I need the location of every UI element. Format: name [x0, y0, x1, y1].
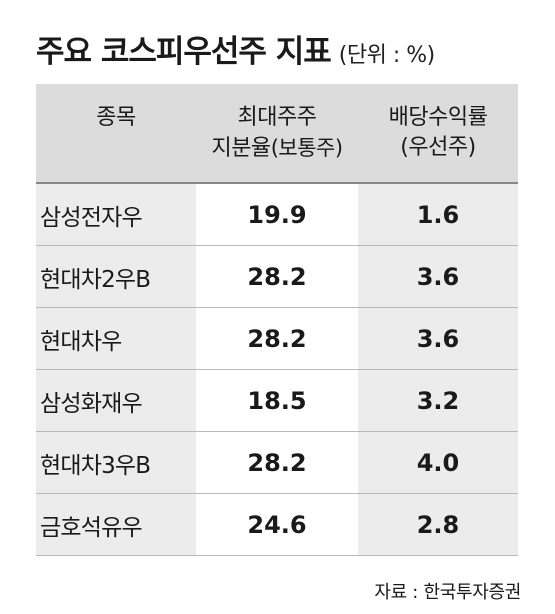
table-row: 현대차3우B 28.2 4.0: [36, 432, 518, 494]
table-row: 삼성화재우 18.5 3.2: [36, 370, 518, 432]
yield-value: 3.6: [358, 308, 518, 369]
indicator-table: 종목 최대주주 지분율(보통주) 배당수익률 (우선주) 삼성전자우 19.9 …: [36, 84, 518, 556]
yield-value: 2.8: [358, 494, 518, 555]
table-row: 금호석유우 24.6 2.8: [36, 494, 518, 556]
stake-value: 28.2: [196, 308, 358, 369]
header-stake-note: (보통주): [270, 135, 343, 160]
stock-name: 현대차2우B: [36, 246, 196, 307]
stake-value: 19.9: [196, 184, 358, 245]
header-stock: 종목: [36, 103, 196, 163]
stock-name: 삼성전자우: [36, 184, 196, 245]
yield-value: 4.0: [358, 432, 518, 493]
stock-name: 금호석유우: [36, 494, 196, 555]
table-row: 현대차2우B 28.2 3.6: [36, 246, 518, 308]
header-dividend-yield: 배당수익률 (우선주): [358, 103, 518, 163]
table-row: 삼성전자우 19.9 1.6: [36, 184, 518, 246]
stake-value: 18.5: [196, 370, 358, 431]
unit-label: (단위 : %): [338, 43, 435, 68]
yield-value: 1.6: [358, 184, 518, 245]
header-yield-line1: 배당수익률: [388, 105, 488, 130]
header-yield-line2: (우선주): [400, 135, 476, 160]
header-stock-label: 종목: [96, 105, 136, 130]
yield-value: 3.6: [358, 246, 518, 307]
yield-value: 3.2: [358, 370, 518, 431]
stock-name: 현대차우: [36, 308, 196, 369]
page-title: 주요 코스피우선주 지표: [36, 34, 332, 70]
source-note: 자료 : 한국투자증권: [374, 582, 521, 603]
header-stake-line2: 지분율: [211, 135, 271, 161]
stock-name: 현대차3우B: [36, 432, 196, 493]
table-row: 현대차우 28.2 3.6: [36, 308, 518, 370]
stake-value: 28.2: [196, 246, 358, 307]
stake-value: 28.2: [196, 432, 358, 493]
header-major-shareholder-stake: 최대주주 지분율(보통주): [196, 103, 358, 164]
title-row: 주요 코스피우선주 지표 (단위 : %): [36, 26, 435, 70]
header-stake-line1: 최대주주: [237, 104, 317, 130]
stock-name: 삼성화재우: [36, 370, 196, 431]
stake-value: 24.6: [196, 494, 358, 555]
table-header: 종목 최대주주 지분율(보통주) 배당수익률 (우선주): [36, 84, 518, 184]
